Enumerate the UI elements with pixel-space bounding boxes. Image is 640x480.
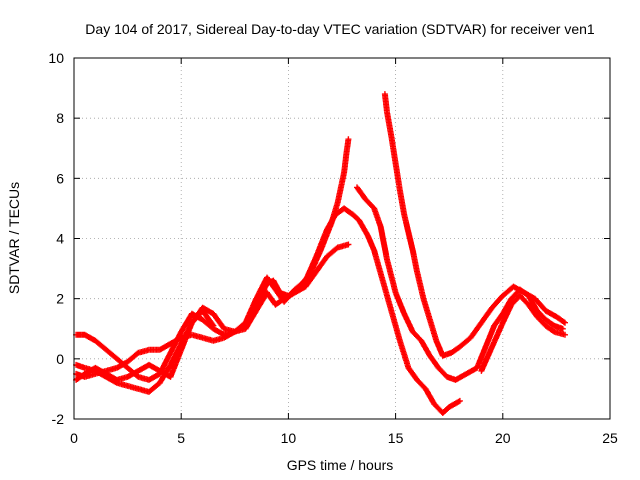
series-track-g: [478, 292, 568, 374]
series-markers: [478, 292, 568, 374]
chart-title: Day 104 of 2017, Sidereal Day-to-day VTE…: [85, 21, 595, 37]
y-tick-label: 0: [56, 351, 64, 367]
y-tick-label: -2: [52, 411, 65, 427]
plot-frame: [73, 57, 611, 420]
y-tick-label: 2: [56, 291, 64, 307]
tick-layer: 0 5 10 15 20 25 -2 0 2 4 6 8 10: [48, 50, 618, 446]
series-track-f: [381, 91, 568, 359]
grid-layer: [74, 58, 610, 419]
series-track-d: [73, 307, 217, 383]
series-markers: [354, 184, 566, 383]
series-markers: [73, 241, 352, 380]
y-tick-label: 6: [56, 170, 64, 186]
y-tick-label: 8: [56, 110, 64, 126]
x-tick-label: 25: [602, 430, 618, 446]
series-track-e: [354, 184, 566, 383]
series-markers: [381, 91, 568, 359]
x-tick-label: 0: [70, 430, 78, 446]
y-axis-label: SDTVAR / TECUs: [6, 182, 22, 294]
series-markers: [73, 136, 352, 383]
x-axis-label: GPS time / hours: [287, 457, 394, 473]
y-tick-label: 10: [48, 50, 64, 66]
x-tick-label: 15: [388, 430, 404, 446]
x-tick-label: 10: [281, 430, 297, 446]
series-markers: [73, 307, 217, 383]
x-tick-label: 5: [177, 430, 185, 446]
x-tick-label: 20: [495, 430, 511, 446]
series-layer: [73, 91, 568, 416]
series-track-c: [73, 241, 352, 380]
series-track-a: [73, 136, 352, 383]
y-tick-label: 4: [56, 231, 64, 247]
